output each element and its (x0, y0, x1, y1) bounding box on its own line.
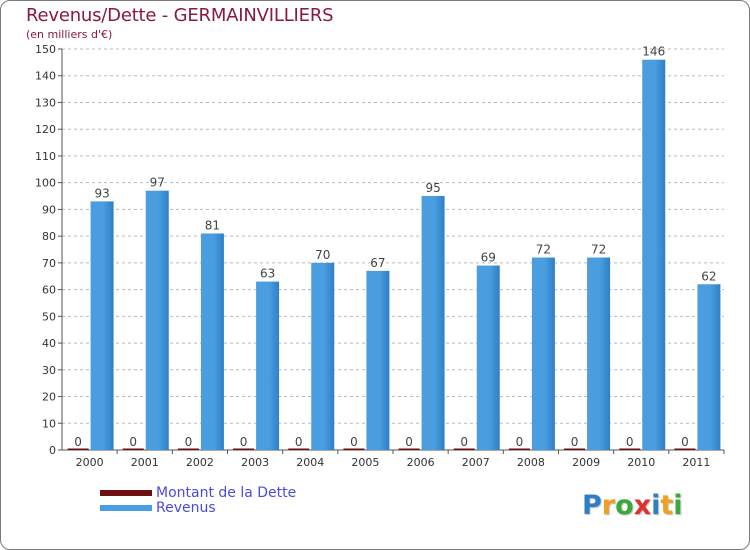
y-tick-label: 140 (35, 70, 56, 83)
data-label-dette: 0 (129, 435, 137, 449)
x-tick-label: 2010 (627, 456, 655, 469)
x-tick-label: 2009 (572, 456, 600, 469)
bar-dette (453, 448, 475, 450)
y-tick-label: 70 (42, 257, 56, 270)
x-tick-label: 2002 (186, 456, 214, 469)
bar-revenus (642, 59, 666, 451)
bar-dette (233, 448, 255, 450)
legend-swatch-revenus (100, 505, 152, 511)
bar-revenus (531, 257, 555, 450)
y-tick-label: 0 (49, 444, 56, 457)
data-label-dette: 0 (571, 435, 579, 449)
data-label-dette: 0 (405, 435, 413, 449)
y-tick-label: 10 (42, 417, 56, 430)
x-tick-label: 2011 (682, 456, 710, 469)
bar-dette (674, 448, 696, 450)
bar-revenus (697, 284, 721, 450)
data-label-revenus: 69 (481, 251, 496, 265)
chart-subtitle: (en milliers d'€) (26, 28, 113, 41)
bar-dette (122, 448, 144, 450)
legend-label-dette: Montant de la Dette (156, 485, 297, 501)
logo-letter-0: P (582, 490, 602, 521)
data-label-revenus: 72 (591, 243, 606, 257)
logo-letter-3: x (633, 490, 652, 521)
bar-dette (508, 448, 530, 450)
data-label-dette: 0 (185, 435, 193, 449)
logo-letter-2: o (615, 490, 634, 521)
bar-dette (67, 448, 89, 450)
bar-dette (619, 448, 641, 450)
y-tick-label: 120 (35, 123, 56, 136)
logo-letter-1: r (601, 490, 616, 521)
data-label-dette: 0 (626, 435, 634, 449)
y-tick-label: 40 (42, 337, 56, 350)
y-tick-label: 110 (35, 150, 56, 163)
bar-revenus (200, 233, 224, 450)
bar-dette (177, 448, 199, 450)
logo-letter-6: i (673, 490, 683, 521)
bar-dette (564, 448, 586, 450)
data-label-revenus: 97 (150, 176, 165, 190)
data-label-dette: 0 (350, 435, 358, 449)
y-tick-label: 100 (35, 177, 56, 190)
x-tick-label: 2004 (296, 456, 324, 469)
y-tick-label: 50 (42, 310, 56, 323)
data-label-revenus: 63 (260, 267, 275, 281)
x-tick-label: 2001 (131, 456, 159, 469)
bar-revenus (421, 196, 445, 450)
bar-dette (288, 448, 310, 450)
legend-swatch-dette (100, 490, 152, 496)
y-tick-label: 30 (42, 364, 56, 377)
bar-revenus (311, 262, 335, 450)
x-tick-label: 2003 (241, 456, 269, 469)
y-tick-label: 90 (42, 203, 56, 216)
y-tick-label: 60 (42, 284, 56, 297)
data-label-revenus: 81 (205, 218, 220, 232)
data-label-dette: 0 (240, 435, 248, 449)
proxiti-logo: Proxiti (582, 490, 683, 521)
data-label-revenus: 67 (370, 256, 385, 270)
logo-letter-5: t (660, 490, 674, 521)
x-tick-label: 2005 (351, 456, 379, 469)
legend-label-revenus: Revenus (156, 500, 216, 516)
data-label-revenus: 62 (701, 269, 716, 283)
bar-revenus (476, 265, 500, 450)
data-label-revenus: 93 (94, 186, 109, 200)
x-tick-label: 2007 (462, 456, 490, 469)
x-tick-label: 2008 (517, 456, 545, 469)
bar-dette (398, 448, 420, 450)
bar-revenus (145, 190, 169, 451)
data-label-dette: 0 (681, 435, 689, 449)
y-tick-label: 80 (42, 230, 56, 243)
data-label-dette: 0 (460, 435, 468, 449)
chart-title: Revenus/Dette - GERMAINVILLIERS (26, 5, 334, 26)
y-tick-label: 20 (42, 391, 56, 404)
bar-revenus (256, 281, 280, 450)
data-label-dette: 0 (74, 435, 82, 449)
data-label-revenus: 95 (425, 181, 440, 195)
data-label-dette: 0 (516, 435, 524, 449)
x-tick-label: 2000 (76, 456, 104, 469)
logo-letter-4: i (651, 490, 661, 521)
bar-revenus (366, 270, 390, 450)
data-label-revenus: 72 (536, 243, 551, 257)
y-tick-label: 150 (35, 43, 56, 56)
bar-revenus (90, 201, 114, 450)
bar-revenus (587, 257, 611, 450)
x-tick-label: 2006 (407, 456, 435, 469)
bar-dette (343, 448, 365, 450)
data-label-revenus: 70 (315, 248, 330, 262)
data-label-dette: 0 (295, 435, 303, 449)
data-label-revenus: 146 (642, 45, 665, 59)
y-tick-label: 130 (35, 96, 56, 109)
